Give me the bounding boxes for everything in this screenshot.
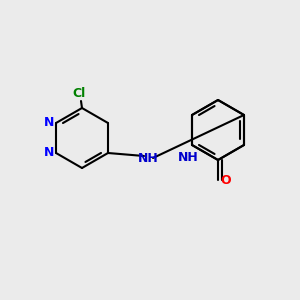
Text: NH: NH	[138, 152, 158, 164]
Text: N: N	[44, 116, 54, 130]
Text: O: O	[220, 173, 231, 187]
Text: NH: NH	[178, 151, 198, 164]
Text: Cl: Cl	[72, 87, 86, 100]
Text: N: N	[44, 146, 54, 160]
